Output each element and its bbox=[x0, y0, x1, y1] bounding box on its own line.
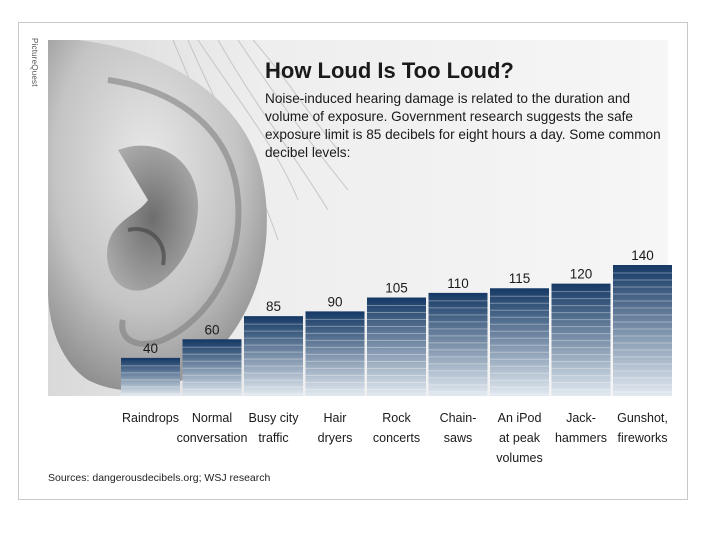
bar-value-label-4: 105 bbox=[385, 281, 408, 296]
bar-value-label-5: 110 bbox=[447, 276, 469, 291]
bar-value-label-3: 90 bbox=[327, 294, 342, 309]
category-label-8: Gunshot, fireworks bbox=[617, 411, 668, 445]
category-label-6: An iPod at peak volumes bbox=[496, 411, 543, 465]
bar-4 bbox=[367, 298, 426, 396]
chart-subtitle: Noise-induced hearing damage is related … bbox=[265, 91, 661, 160]
source-note: Sources: dangerousdecibels.org; WSJ rese… bbox=[48, 472, 271, 484]
photo-credit: PictureQuest bbox=[30, 38, 39, 87]
category-label-4: Rock concerts bbox=[372, 411, 421, 445]
category-label-0: Raindrops bbox=[122, 411, 179, 425]
bar-value-label-0: 40 bbox=[143, 341, 158, 356]
category-label-2: Busy city traffic bbox=[248, 411, 299, 445]
bar-value-label-2: 85 bbox=[266, 299, 281, 314]
bar-8 bbox=[613, 266, 672, 396]
category-label-1: Normal conversation bbox=[176, 411, 248, 445]
bar-value-label-6: 115 bbox=[509, 271, 531, 286]
bar-value-label-8: 140 bbox=[631, 248, 654, 263]
bar-1 bbox=[182, 340, 242, 396]
category-label-3: Hair dryers bbox=[317, 411, 353, 445]
bar-2 bbox=[244, 317, 303, 396]
bar-6 bbox=[490, 289, 549, 396]
bar-0 bbox=[121, 358, 180, 396]
bar-value-label-7: 120 bbox=[570, 267, 593, 282]
bar-3 bbox=[305, 312, 365, 396]
chart-title: How Loud Is Too Loud? bbox=[265, 58, 514, 83]
category-label-5: Chain- saws bbox=[439, 411, 477, 445]
bar-5 bbox=[428, 293, 488, 396]
category-label-7: Jack- hammers bbox=[554, 411, 608, 445]
bar-7 bbox=[551, 284, 611, 396]
bar-value-label-1: 60 bbox=[204, 322, 219, 337]
